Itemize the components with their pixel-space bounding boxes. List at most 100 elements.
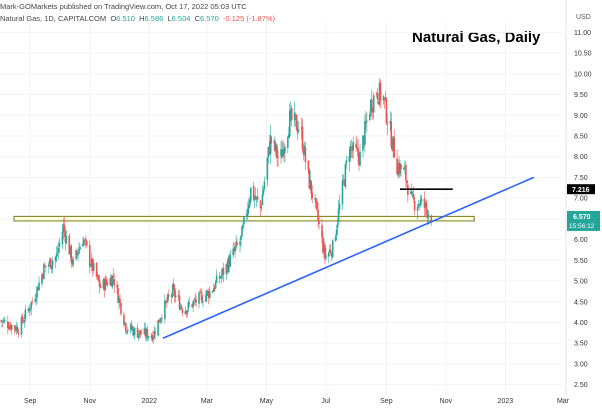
candle-body	[85, 238, 87, 242]
candle-body	[2, 320, 4, 323]
candle-body	[124, 322, 126, 324]
x-tick-label: Mar	[557, 398, 570, 405]
candle-body	[188, 302, 191, 305]
candle-body	[119, 298, 121, 303]
candle-body	[140, 333, 143, 335]
low-value: 6.504	[171, 14, 191, 23]
candle-body	[310, 180, 313, 194]
candle-body	[342, 179, 345, 181]
candle-body	[165, 301, 167, 303]
candle-body	[91, 258, 94, 272]
candle-body	[405, 165, 407, 181]
candle-body	[70, 245, 73, 262]
candle-body	[129, 324, 132, 330]
candle-body	[349, 145, 352, 159]
candle-body	[365, 120, 367, 124]
candle-body	[45, 265, 47, 268]
candle-body	[267, 146, 270, 158]
candle-body	[352, 141, 355, 151]
candle-body	[412, 194, 415, 200]
candle-body	[358, 154, 360, 165]
candle-body	[127, 329, 129, 332]
candle-body	[133, 327, 136, 336]
chart-title: Natural Gas, Daily	[412, 29, 541, 46]
candle-body	[98, 279, 101, 287]
candle-body	[362, 135, 364, 151]
candle-body	[255, 197, 258, 200]
candle-body	[8, 325, 11, 329]
candle-body	[89, 266, 92, 268]
candle-body	[58, 242, 61, 247]
candle-body	[370, 99, 373, 113]
change-value: -0.125 (-1.87%)	[222, 14, 276, 23]
candle-body	[366, 120, 368, 122]
candle-body	[293, 112, 296, 121]
candle-body	[118, 298, 120, 303]
candle-body	[48, 259, 51, 265]
candle-body	[424, 202, 427, 208]
candle-body	[104, 278, 107, 291]
candle-body	[259, 200, 262, 209]
candle-body	[281, 149, 283, 159]
candle-body	[249, 187, 252, 202]
candle-body	[290, 108, 293, 121]
candle-body	[181, 309, 184, 314]
candle-body	[289, 109, 292, 112]
candle-body	[152, 338, 154, 340]
candle-body	[427, 214, 430, 218]
candle-body	[235, 241, 237, 248]
candle-body	[218, 276, 221, 279]
candle-body	[185, 311, 188, 314]
candle-body	[95, 262, 98, 277]
candle-body	[277, 156, 279, 158]
time-axis[interactable]: Sep Nov 2022 Mar May Jul Sep Nov 2023 Mar	[24, 398, 570, 405]
candle-body	[131, 328, 134, 331]
candle-body	[54, 256, 57, 262]
candle-body	[409, 191, 412, 195]
candle-body	[242, 224, 244, 229]
price-axis[interactable]: 2.503.003.504.004.505.005.506.006.507.00…	[565, 0, 600, 395]
candle-body	[120, 302, 122, 314]
candle-body	[214, 281, 217, 289]
candle-body	[180, 305, 183, 309]
candle-body	[167, 294, 170, 297]
candle-body	[418, 204, 421, 206]
candle-body	[125, 323, 127, 332]
candle-body	[171, 285, 174, 297]
symbol-label: Natural Gas, 1D, CAPITALCOM	[0, 14, 107, 23]
candle-body	[369, 100, 372, 113]
candle-body	[228, 258, 231, 267]
candle-body	[351, 149, 354, 151]
y-tick-label: 5.00	[574, 279, 588, 286]
candle-body	[30, 302, 33, 309]
candle-body	[288, 110, 291, 137]
candle-body	[345, 160, 348, 164]
candle-body	[391, 145, 394, 151]
candle-body	[382, 96, 385, 101]
candle-body	[161, 318, 163, 319]
candle-body	[273, 140, 275, 143]
candle-body	[72, 259, 74, 265]
candle-body	[7, 321, 9, 328]
candle-body	[178, 296, 181, 310]
candle-body	[337, 208, 340, 223]
candle-body	[110, 278, 113, 286]
candle-body	[109, 278, 112, 285]
candle-body	[56, 252, 59, 254]
candle-body	[304, 147, 307, 162]
y-tick-label: 6.00	[574, 237, 588, 244]
candle-body	[256, 196, 259, 200]
candle-body	[136, 327, 139, 338]
candle-body	[41, 274, 43, 284]
candle-body	[132, 328, 135, 336]
candle-body	[240, 235, 242, 241]
open-label: O	[110, 14, 117, 23]
candle-body	[36, 286, 38, 298]
candle-body	[295, 115, 298, 131]
x-tick-label: 2023	[498, 398, 514, 405]
x-tick-label: Mar	[201, 398, 214, 405]
candle-body	[143, 328, 146, 334]
y-tick-label: 4.00	[574, 320, 588, 327]
candle-body	[4, 320, 6, 322]
